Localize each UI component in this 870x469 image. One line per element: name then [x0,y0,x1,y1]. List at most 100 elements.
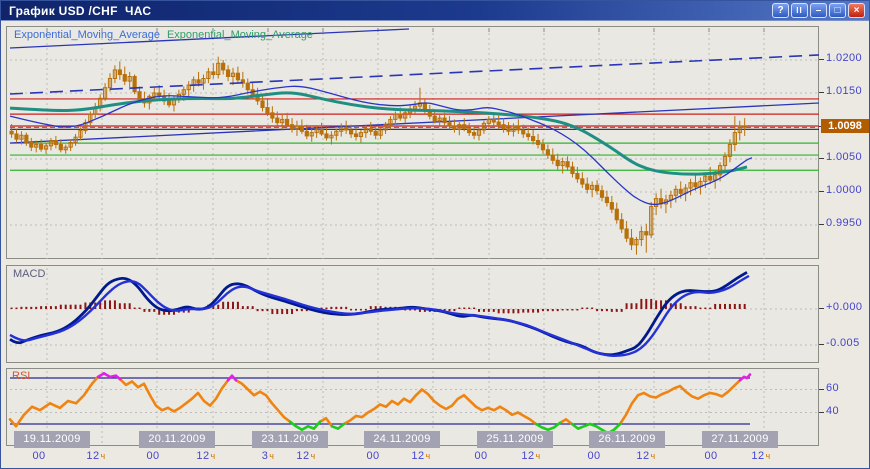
rsi-line-normal[interactable] [8,375,742,428]
rsi-indicator-label: RSI [12,370,31,382]
ema-fast-line[interactable] [9,85,753,206]
candle [511,123,516,137]
date-label: 23.11.2009 [252,431,328,448]
candle [590,181,595,198]
candle [314,126,319,138]
price-axis-label: 1.0150 [826,85,863,97]
minimize-button[interactable]: – [810,3,827,18]
candle [78,127,83,141]
candle [491,114,496,126]
candle [427,104,432,120]
close-button[interactable]: × [848,3,865,18]
window-title: График USD /CHF ЧАС [9,3,152,18]
candle [34,140,39,153]
candle [521,124,526,138]
candle [629,228,634,251]
macd-axis-label: -0.005 [826,337,860,349]
candle [540,139,546,154]
candle [294,120,300,136]
candle [339,123,344,137]
macd-signal-line[interactable] [9,274,750,358]
macd-panel[interactable] [6,265,819,363]
ema-indicator-label-2: Exponential_Moving_Average [166,29,313,41]
macd-chart-canvas[interactable] [7,266,820,364]
candle [117,61,122,80]
macd-indicator-label: MACD [13,268,46,280]
candle [663,194,669,214]
candle [265,99,270,117]
ema-slow-line[interactable] [9,91,748,176]
candle [565,156,570,171]
axis-tick [819,224,824,225]
candle [363,124,368,138]
candle [211,63,216,79]
channel-dashed-trendline[interactable] [9,54,820,95]
title-bar[interactable]: График USD /CHF ЧАС ? II – □ × [1,1,869,21]
candle [270,106,275,123]
price-chart-canvas[interactable] [7,27,820,260]
candle [240,71,245,88]
rsi-line-overbought[interactable] [96,372,752,382]
candle [442,112,447,126]
date-label: 25.11.2009 [477,431,553,448]
candle [329,131,334,145]
candle [63,144,68,154]
date-label: 27.11.2009 [702,431,778,448]
hour-label: 12ч [411,450,431,462]
candle [206,67,211,84]
axis-tick [819,191,824,192]
window-controls: ? II – □ × [772,3,865,18]
candle [378,127,383,140]
candle [639,226,644,247]
candle [501,118,506,133]
pause-button[interactable]: II [791,3,808,18]
candle [39,139,44,152]
candle [496,115,501,129]
candle [235,66,241,84]
candle [48,137,54,151]
candle [447,116,452,130]
candle [604,190,610,207]
hour-label: 12ч [521,450,541,462]
candle [412,100,418,115]
candle [531,129,536,145]
candle [353,127,359,141]
rising-support-trendline[interactable] [9,102,820,144]
candle [619,213,624,233]
candle [432,110,437,124]
candle [742,118,747,136]
candle [649,201,654,239]
candle [737,120,742,141]
candle [73,133,78,146]
candle [673,185,678,203]
maximize-button[interactable]: □ [829,3,846,18]
price-panel[interactable] [6,26,820,260]
candle [230,67,236,86]
candle [457,122,462,136]
rsi-chart-canvas[interactable] [7,369,820,447]
candle [437,114,442,128]
candle [585,177,590,194]
candle [112,65,118,84]
candle [319,122,324,136]
candle [535,133,541,149]
help-button[interactable]: ? [772,3,789,18]
hour-label: 00 [32,450,46,462]
candle [471,126,477,140]
candle [68,139,73,152]
candle [708,166,713,185]
candle [24,132,29,146]
candle [594,180,600,195]
candle [98,94,103,112]
candle [393,111,398,125]
hour-label: 12ч [86,450,106,462]
candle [722,152,728,173]
date-label: 20.11.2009 [139,431,215,448]
candle [570,161,575,178]
candle [614,202,619,224]
price-axis-label: 1.0200 [826,52,863,64]
upper-steep-trendline[interactable] [9,28,410,49]
price-axis-label: 1.0000 [826,184,863,196]
candle [289,118,295,133]
